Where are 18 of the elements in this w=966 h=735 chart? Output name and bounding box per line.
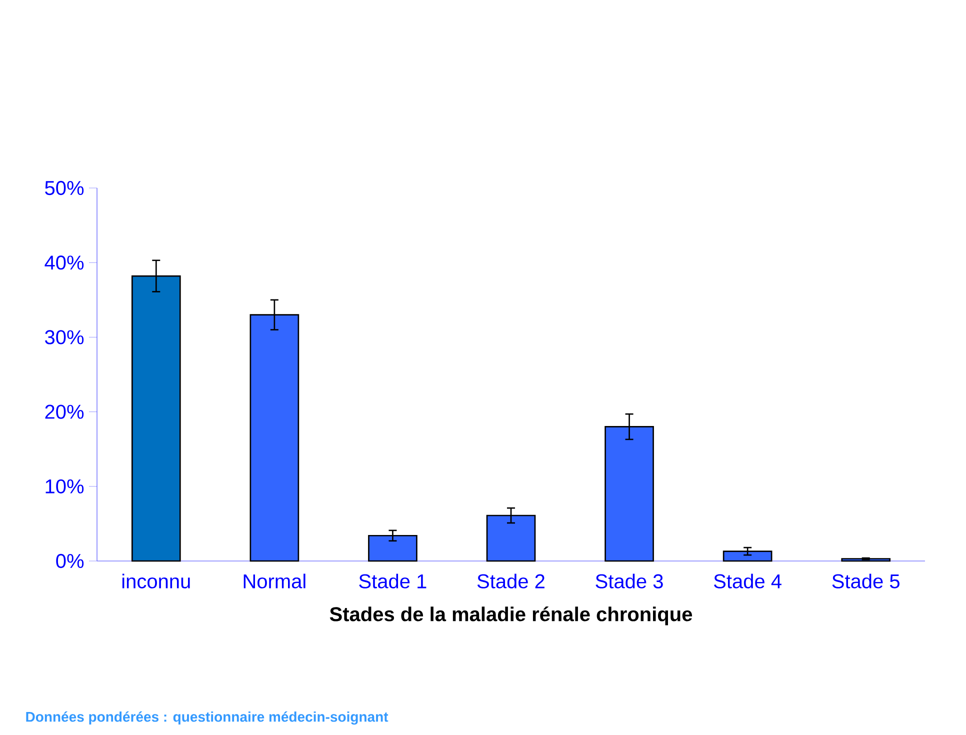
y-tick-label: 30% [45, 330, 84, 344]
x-tick-label: Stade 3 [596, 574, 663, 588]
y-tick-label: 40% [44, 256, 84, 270]
x-tick-label: Stade 5 [832, 574, 900, 588]
y-tick-label: 0% [56, 554, 84, 568]
x-tick-label: Normal [244, 574, 306, 588]
y-tick-label: 20% [45, 404, 84, 419]
x-tick-label: Stade 2 [477, 574, 544, 588]
x-axis-title: Stades de la maladie rénale chronique [330, 606, 692, 626]
x-tick-label: Stade 4 [714, 574, 782, 588]
y-tick-label: 10% [46, 479, 84, 494]
y-tick-label: 50% [45, 180, 84, 196]
bar [722, 550, 772, 562]
x-tick-label: Stade 1 [359, 574, 426, 588]
bar [368, 534, 418, 562]
bar [841, 558, 891, 562]
text: Données pondérées : questionnaire médecin-soignant [26, 711, 388, 725]
x-tick-label: inconnu [122, 574, 190, 588]
